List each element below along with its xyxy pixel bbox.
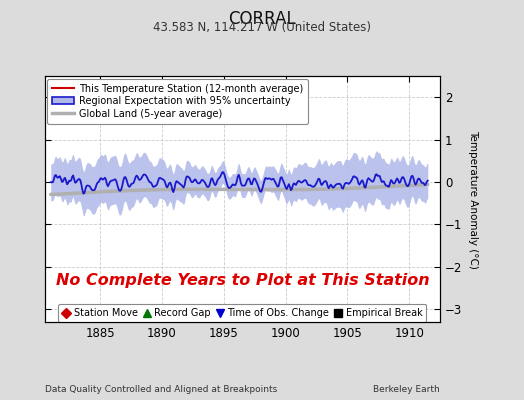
Text: Berkeley Earth: Berkeley Earth: [374, 385, 440, 394]
Legend: Station Move, Record Gap, Time of Obs. Change, Empirical Break: Station Move, Record Gap, Time of Obs. C…: [58, 304, 427, 322]
Y-axis label: Temperature Anomaly (°C): Temperature Anomaly (°C): [468, 130, 478, 268]
Text: 43.583 N, 114.217 W (United States): 43.583 N, 114.217 W (United States): [153, 21, 371, 34]
Text: No Complete Years to Plot at This Station: No Complete Years to Plot at This Statio…: [57, 273, 430, 288]
Text: CORRAL: CORRAL: [228, 10, 296, 28]
Text: Data Quality Controlled and Aligned at Breakpoints: Data Quality Controlled and Aligned at B…: [45, 385, 277, 394]
